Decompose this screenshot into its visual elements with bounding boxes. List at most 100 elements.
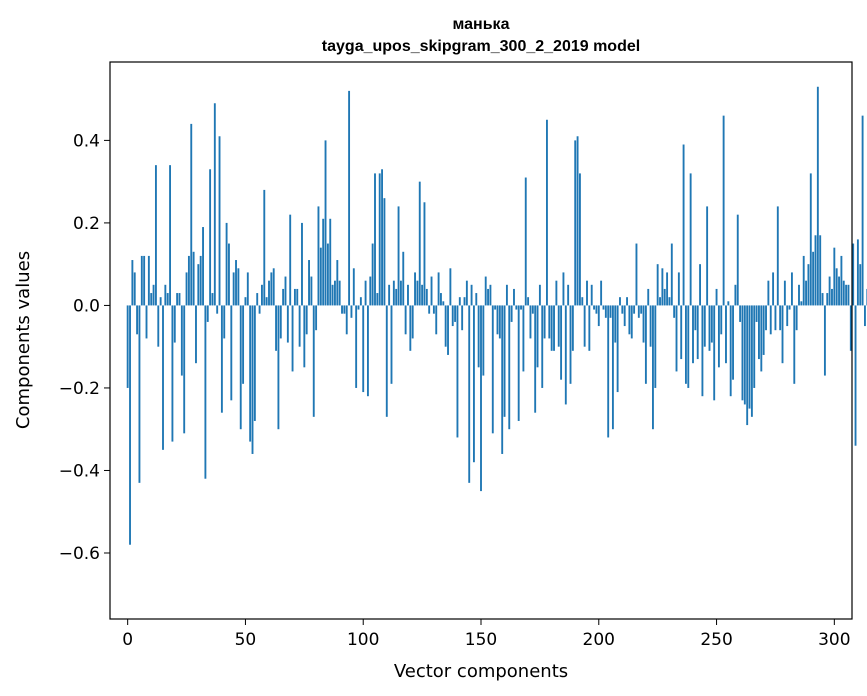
x-tick-label: 50 <box>235 630 257 650</box>
bar <box>642 305 645 343</box>
bar <box>845 284 848 306</box>
bar <box>390 305 393 384</box>
bar <box>814 235 817 306</box>
bar <box>345 305 348 335</box>
bar <box>821 293 824 306</box>
bar <box>343 305 346 314</box>
bar <box>531 305 534 314</box>
bar <box>847 284 850 306</box>
bar <box>246 272 249 306</box>
bar <box>251 305 254 454</box>
bar <box>694 305 697 331</box>
bar <box>296 288 299 306</box>
bar <box>447 305 449 355</box>
bar <box>800 301 803 306</box>
bar <box>216 305 219 314</box>
bar <box>779 305 782 331</box>
bar <box>838 276 840 306</box>
bar <box>682 144 685 306</box>
bar <box>720 305 723 335</box>
bar <box>762 305 765 355</box>
bar <box>206 305 209 322</box>
bar <box>567 284 570 306</box>
bar <box>348 90 351 306</box>
bar <box>823 305 826 376</box>
bar <box>630 305 633 339</box>
bar <box>767 280 770 306</box>
bar <box>322 218 325 306</box>
bar <box>859 264 862 306</box>
bar <box>145 305 148 339</box>
bar <box>338 280 341 306</box>
bar <box>840 255 843 306</box>
bar <box>463 297 466 306</box>
bar <box>616 305 619 393</box>
y-tick-label: 0.2 <box>73 214 100 234</box>
bar <box>437 272 440 306</box>
bar <box>315 305 318 331</box>
bar <box>786 305 789 327</box>
bar <box>468 305 471 483</box>
bar <box>557 305 560 347</box>
bar <box>774 305 777 331</box>
bar <box>776 206 779 306</box>
bar <box>798 284 800 306</box>
bar <box>147 255 150 306</box>
bar <box>414 272 416 306</box>
bar <box>805 280 807 306</box>
bar <box>555 280 558 306</box>
bar <box>282 288 285 306</box>
bar <box>159 297 162 306</box>
bar <box>600 280 603 306</box>
bar <box>260 284 263 306</box>
bar <box>301 222 303 306</box>
bar <box>411 305 414 339</box>
bar <box>407 284 409 306</box>
bar <box>484 276 487 306</box>
bar <box>602 305 605 310</box>
bar <box>586 280 588 306</box>
bar <box>350 305 353 318</box>
bar <box>150 293 153 306</box>
bar <box>635 243 638 306</box>
bar <box>180 305 183 376</box>
bar <box>581 297 584 306</box>
bar <box>819 235 822 306</box>
bar <box>715 288 718 306</box>
bar <box>543 305 546 339</box>
bar <box>449 268 452 306</box>
bar <box>230 305 233 401</box>
bar <box>703 305 706 347</box>
bar <box>758 305 760 360</box>
chart-subtitle: tayga_upos_skipgram_300_2_2019 model <box>322 38 640 55</box>
bar <box>202 227 204 306</box>
bar <box>154 165 157 306</box>
x-tick-label: 150 <box>465 630 497 650</box>
bar <box>546 119 548 306</box>
bar <box>305 305 308 335</box>
bar <box>451 305 454 327</box>
bar <box>783 280 786 306</box>
bar <box>588 305 591 351</box>
bar <box>402 251 405 306</box>
bar <box>183 305 186 434</box>
bar <box>637 305 640 318</box>
bar <box>289 214 292 306</box>
bar <box>680 305 683 360</box>
bar <box>275 305 277 351</box>
bar <box>140 255 143 306</box>
bar <box>164 284 167 306</box>
bar <box>376 293 379 306</box>
bar <box>235 260 237 306</box>
bar <box>195 305 197 364</box>
bar <box>710 305 713 343</box>
bar <box>173 305 176 343</box>
bar <box>143 255 146 306</box>
bar <box>854 305 857 446</box>
bar <box>303 305 306 368</box>
bar <box>661 268 664 306</box>
bar <box>409 305 412 351</box>
bar <box>440 293 442 306</box>
bar <box>562 272 565 306</box>
bar <box>734 284 737 306</box>
